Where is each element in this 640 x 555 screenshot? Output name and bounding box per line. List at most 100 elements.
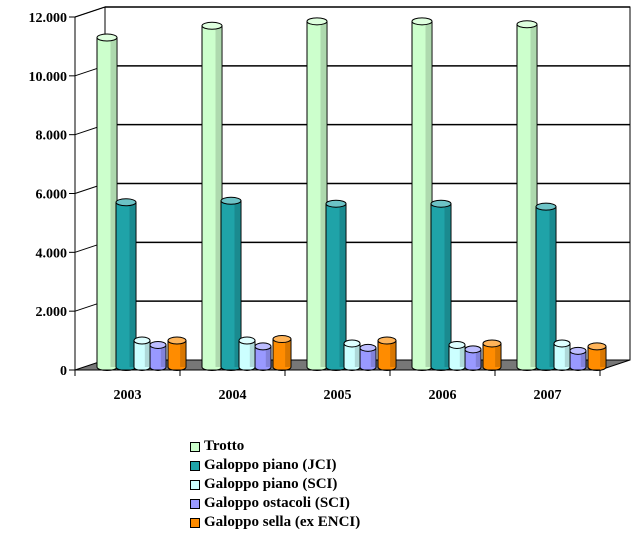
bar-shade xyxy=(390,340,396,367)
bar-top xyxy=(553,339,571,348)
bar-shade xyxy=(370,347,376,367)
legend-swatch xyxy=(190,441,200,452)
bar-shade xyxy=(459,344,465,367)
bar xyxy=(569,346,587,371)
bar-shade xyxy=(549,206,555,367)
bar xyxy=(306,17,328,371)
bar-shade xyxy=(580,350,586,367)
bar xyxy=(201,21,223,371)
bar xyxy=(516,20,538,371)
legend-item: Galoppo ostacoli (SCI) xyxy=(190,494,360,513)
bar xyxy=(115,198,137,371)
bar-top xyxy=(587,342,607,351)
bar-top xyxy=(377,336,397,345)
bar-top xyxy=(569,346,587,355)
bar-shade xyxy=(144,340,150,367)
bar-shade xyxy=(444,203,450,367)
bar xyxy=(254,342,272,371)
bar xyxy=(535,202,557,371)
bar-shade xyxy=(425,21,431,368)
bar-top xyxy=(306,17,328,26)
bar-top xyxy=(448,340,466,349)
bar xyxy=(359,343,377,371)
x-tick-label: 2003 xyxy=(114,388,142,403)
legend-swatch xyxy=(190,460,200,471)
bar-top xyxy=(220,196,242,205)
bar xyxy=(482,339,502,371)
legend-swatch xyxy=(190,498,200,509)
bar-shade xyxy=(110,37,116,368)
y-tick-label: 6.000 xyxy=(36,188,68,203)
bar xyxy=(133,336,151,371)
y-tick-label: 10.000 xyxy=(29,70,68,85)
bar-shade xyxy=(339,203,345,367)
bar-shade xyxy=(495,343,501,367)
x-tick-label: 2006 xyxy=(429,388,457,403)
legend-label: Galoppo sella (ex ENCI) xyxy=(204,514,361,530)
bar-top xyxy=(411,17,433,26)
chart-area: 0 2.000 4.000 6.000 8.000 10.000 12.000 2003 200… xyxy=(29,6,631,403)
y-axis-top xyxy=(74,6,106,18)
bar xyxy=(272,335,292,371)
bar xyxy=(448,340,466,371)
bar-top xyxy=(272,335,292,344)
y-tick-label: 0 xyxy=(60,364,67,379)
bar-top xyxy=(535,202,557,211)
bar-shade xyxy=(285,339,291,367)
bar xyxy=(464,345,482,371)
y-tick-label: 12.000 xyxy=(29,11,68,26)
x-tick-label: 2005 xyxy=(324,388,352,403)
legend-label: Galoppo piano (SCI) xyxy=(204,476,338,492)
bar xyxy=(96,33,118,371)
bar-shade xyxy=(249,340,255,367)
bar-top xyxy=(482,339,502,348)
bar xyxy=(167,336,187,371)
bar-top xyxy=(201,21,223,30)
bar xyxy=(220,196,242,371)
y-tick-label: 2.000 xyxy=(36,305,68,320)
legend-item: Trotto xyxy=(190,437,360,456)
bar xyxy=(411,17,433,371)
bar-shade xyxy=(265,346,271,367)
bar xyxy=(325,199,347,371)
y-tick-label: 4.000 xyxy=(36,246,68,261)
bar-top xyxy=(238,336,256,345)
bar-top xyxy=(464,345,482,354)
bar-shade xyxy=(564,343,570,367)
bar-shade xyxy=(180,340,186,367)
bar xyxy=(587,342,607,371)
bar-shade xyxy=(600,346,606,367)
bar-shade xyxy=(530,24,536,367)
bar xyxy=(553,339,571,371)
x-tick-label: 2004 xyxy=(219,388,247,403)
legend-item: Galoppo piano (JCI) xyxy=(190,456,360,475)
bar-chart: 0 2.000 4.000 6.000 8.000 10.000 12.000 2003 200… xyxy=(29,6,631,403)
bar-shade xyxy=(215,25,221,368)
bar-shade xyxy=(160,344,166,367)
bar-top xyxy=(167,336,187,345)
legend: Trotto Galoppo piano (JCI) Galoppo piano… xyxy=(190,437,360,532)
bar-shade xyxy=(475,349,481,367)
bar-top xyxy=(516,20,538,29)
bar-top xyxy=(430,199,452,208)
bar xyxy=(377,336,397,371)
bar-shade xyxy=(320,21,326,368)
legend-item: Galoppo sella (ex ENCI) xyxy=(190,513,360,532)
legend-swatch xyxy=(190,517,200,528)
y-tick-label: 8.000 xyxy=(36,129,68,144)
bar-top xyxy=(96,33,118,42)
bar-top xyxy=(115,198,137,207)
legend-label: Galoppo ostacoli (SCI) xyxy=(204,495,350,511)
bar xyxy=(149,340,167,371)
legend-label: Trotto xyxy=(204,438,245,454)
bar-top xyxy=(133,336,151,345)
bar-shade xyxy=(354,343,360,367)
bar-shade xyxy=(234,200,240,367)
legend-swatch xyxy=(190,479,200,490)
bar xyxy=(343,339,361,371)
bar-top xyxy=(149,340,167,349)
legend-item: Galoppo piano (SCI) xyxy=(190,475,360,494)
bar xyxy=(238,336,256,371)
bar-top xyxy=(254,342,272,351)
x-tick-label: 2007 xyxy=(534,388,562,403)
